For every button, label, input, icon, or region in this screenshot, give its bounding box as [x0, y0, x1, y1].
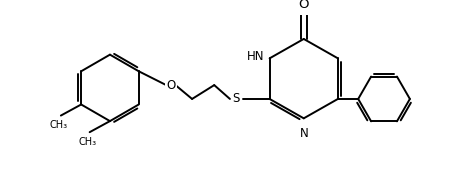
- Text: O: O: [166, 79, 175, 92]
- Text: S: S: [233, 93, 240, 106]
- Text: CH₃: CH₃: [50, 120, 68, 130]
- Text: CH₃: CH₃: [79, 137, 97, 147]
- Text: N: N: [300, 127, 309, 140]
- Text: O: O: [299, 0, 309, 11]
- Text: HN: HN: [246, 50, 264, 63]
